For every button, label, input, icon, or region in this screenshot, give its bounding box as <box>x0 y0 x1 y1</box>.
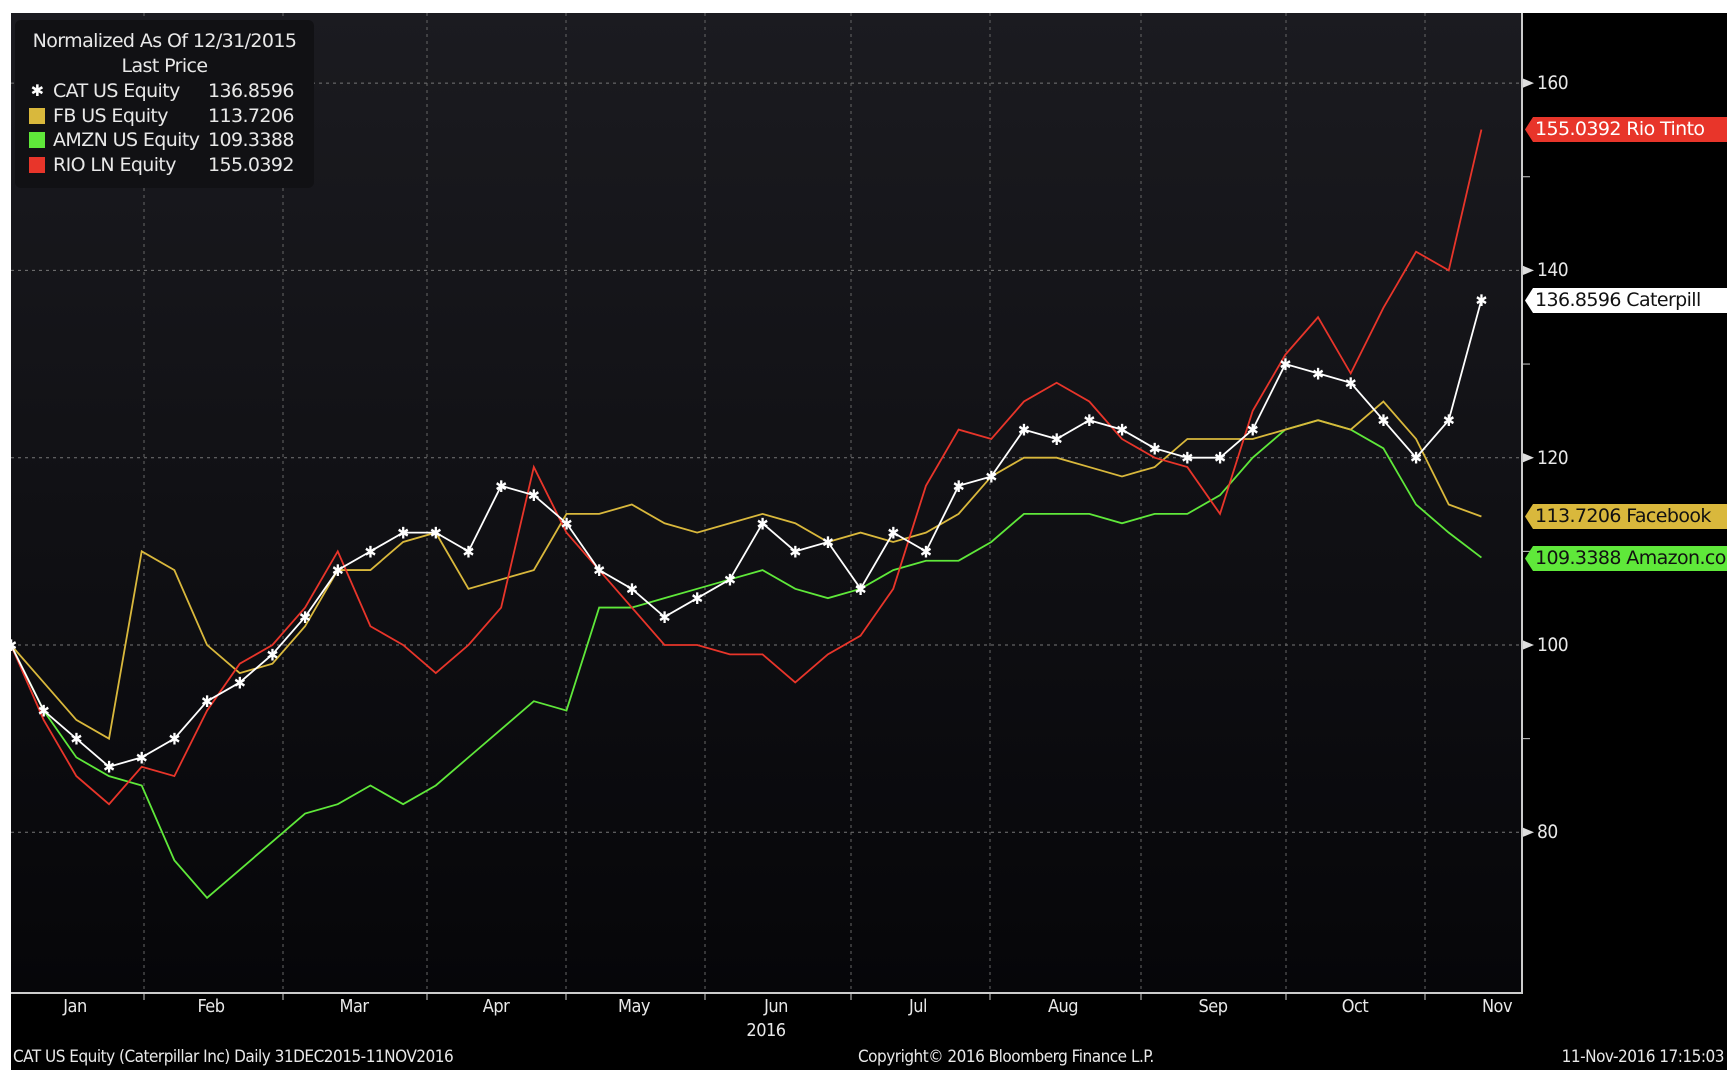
data-point-marker: ✱ <box>789 542 801 561</box>
legend-name: AMZN US Equity <box>53 129 200 152</box>
data-point-marker: ✱ <box>1443 411 1455 430</box>
color-swatch-icon <box>29 132 45 149</box>
legend-value: 155.0392 <box>208 153 294 176</box>
y-tick-marker <box>1522 640 1534 650</box>
legend-value: 113.7206 <box>208 104 294 127</box>
data-point-marker: ✱ <box>953 477 965 496</box>
x-tick-label: Feb <box>197 996 225 1017</box>
legend-value: 109.3388 <box>208 129 294 152</box>
data-point-marker: ✱ <box>136 748 148 767</box>
last-value-label-fb: 113.7206 Facebook <box>1525 504 1727 529</box>
data-point-marker: ✱ <box>626 580 638 599</box>
data-point-marker: ✱ <box>299 608 311 627</box>
data-point-marker: ✱ <box>691 589 703 608</box>
series-line-amzn <box>10 419 1482 900</box>
data-point-marker: ✱ <box>462 542 474 561</box>
x-tick-label: Nov <box>1481 996 1513 1017</box>
footer-copyright: Copyright© 2016 Bloomberg Finance L.P. <box>858 1047 1154 1067</box>
y-tick-label: 80 <box>1537 821 1558 843</box>
last-value-label-rio: 155.0392 Rio Tinto <box>1525 117 1727 142</box>
data-point-marker: ✱ <box>103 758 115 777</box>
data-point-marker: ✱ <box>168 730 180 749</box>
asterisk-marker-icon: ✱ <box>30 81 44 101</box>
data-point-marker: ✱ <box>1279 355 1291 374</box>
data-point-marker: ✱ <box>1475 291 1487 310</box>
x-tick-label: Oct <box>1341 996 1369 1017</box>
data-point-marker: ✱ <box>985 467 997 486</box>
color-swatch-icon <box>29 156 45 173</box>
footer-security: CAT US Equity (Caterpillar Inc) Daily 31… <box>13 1047 454 1067</box>
legend-item-amzn: AMZN US Equity 109.3388 <box>15 128 314 153</box>
data-point-marker: ✱ <box>266 645 278 664</box>
data-point-marker: ✱ <box>1410 449 1422 468</box>
legend-item-cat: ✱ CAT US Equity 136.8596 <box>15 79 314 104</box>
data-point-marker: ✱ <box>1051 430 1063 449</box>
data-point-marker: ✱ <box>1083 411 1095 430</box>
x-tick-label: Jun <box>764 996 788 1017</box>
y-tick-label: 120 <box>1537 447 1569 469</box>
series-line-cat <box>10 299 1483 768</box>
data-point-marker: ✱ <box>201 692 213 711</box>
x-tick-label: Jan <box>63 996 87 1017</box>
x-tick-label: Sep <box>1198 996 1228 1017</box>
data-point-marker: ✱ <box>1345 374 1357 393</box>
legend-item-rio: RIO LN Equity 155.0392 <box>15 153 314 178</box>
data-point-marker: ✱ <box>887 524 899 543</box>
data-point-marker: ✱ <box>430 524 442 543</box>
data-point-marker: ✱ <box>1116 421 1128 440</box>
x-tick-label: Apr <box>482 996 510 1017</box>
data-point-marker: ✱ <box>658 608 670 627</box>
data-point-marker: ✱ <box>560 514 572 533</box>
data-point-marker: ✱ <box>1312 364 1324 383</box>
data-point-marker: ✱ <box>528 486 540 505</box>
data-point-marker: ✱ <box>1247 421 1259 440</box>
data-point-marker: ✱ <box>5 636 17 655</box>
y-tick-marker <box>1522 78 1534 89</box>
legend-name: RIO LN Equity <box>53 153 177 176</box>
y-tick-marker <box>1522 265 1534 276</box>
data-point-marker: ✱ <box>397 524 409 543</box>
legend-item-fb: FB US Equity 113.7206 <box>15 104 314 129</box>
x-tick-label: Aug <box>1047 996 1079 1017</box>
data-point-marker: ✱ <box>332 561 344 580</box>
legend-name: CAT US Equity <box>53 80 180 103</box>
series-line-rio <box>10 129 1483 806</box>
legend-title: Normalized As Of 12/31/2015 <box>32 30 297 52</box>
legend-name: FB US Equity <box>53 104 168 127</box>
y-tick-label: 160 <box>1537 72 1569 94</box>
y-tick-label: 100 <box>1537 634 1569 656</box>
data-point-marker: ✱ <box>724 570 736 589</box>
color-swatch-icon <box>29 107 45 124</box>
last-value-label-cat: 136.8596 Caterpill <box>1525 288 1727 313</box>
data-point-marker: ✱ <box>1149 439 1161 458</box>
x-tick-label: Jul <box>908 996 928 1017</box>
data-point-marker: ✱ <box>1018 421 1030 440</box>
year-label: 2016 <box>746 1020 786 1041</box>
data-point-marker: ✱ <box>1181 449 1193 468</box>
legend-subtitle: Last Price <box>121 55 209 77</box>
legend-value: 136.8596 <box>208 80 294 103</box>
data-point-marker: ✱ <box>38 702 50 721</box>
data-point-marker: ✱ <box>70 730 82 749</box>
data-point-marker: ✱ <box>364 542 376 561</box>
x-tick-label: Mar <box>339 996 369 1017</box>
data-point-marker: ✱ <box>1377 411 1389 430</box>
last-value-label-amzn: 109.3388 Amazon.co <box>1525 546 1727 571</box>
footer-timestamp: 11-Nov-2016 17:15:03 <box>1561 1047 1725 1067</box>
data-point-marker: ✱ <box>495 477 507 496</box>
data-point-marker: ✱ <box>593 561 605 580</box>
y-tick-marker <box>1522 452 1534 463</box>
data-point-marker: ✱ <box>855 580 867 599</box>
y-tick-label: 140 <box>1537 259 1569 281</box>
data-point-marker: ✱ <box>1214 449 1226 468</box>
legend: Normalized As Of 12/31/2015 Last Price ✱… <box>15 20 314 188</box>
y-tick-marker <box>1522 827 1534 838</box>
x-tick-label: May <box>618 996 650 1017</box>
data-point-marker: ✱ <box>757 514 769 533</box>
data-point-marker: ✱ <box>234 673 246 692</box>
data-point-marker: ✱ <box>920 542 932 561</box>
data-point-marker: ✱ <box>822 533 834 552</box>
